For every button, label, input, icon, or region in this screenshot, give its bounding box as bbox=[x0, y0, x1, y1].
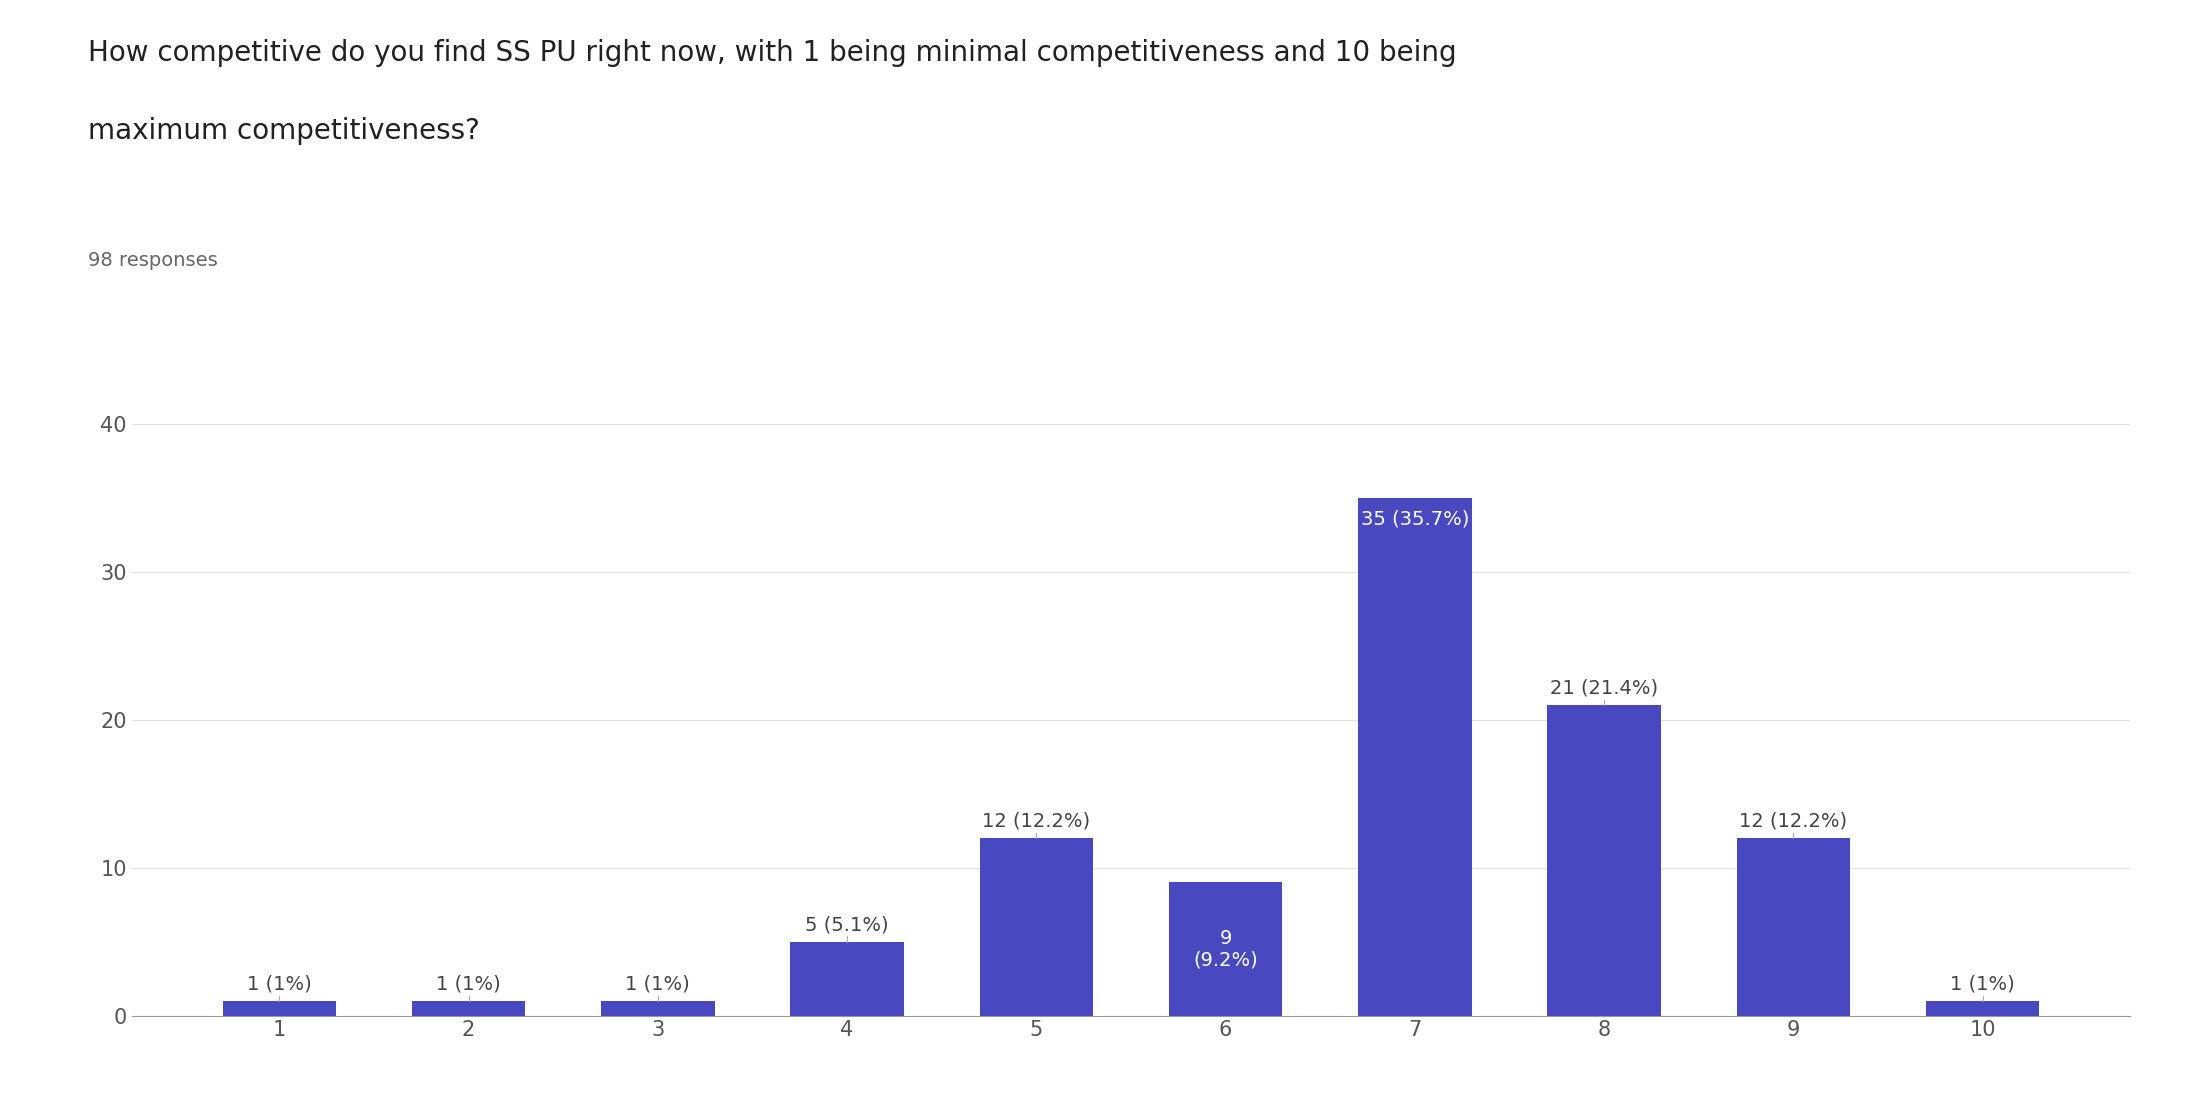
Text: 5 (5.1%): 5 (5.1%) bbox=[806, 915, 889, 934]
Text: 98 responses: 98 responses bbox=[88, 251, 217, 270]
Text: 12 (12.2%): 12 (12.2%) bbox=[982, 811, 1091, 830]
Bar bbox=[1357, 498, 1471, 1016]
Bar bbox=[1737, 838, 1849, 1016]
Bar bbox=[602, 1001, 714, 1016]
Text: 9
(9.2%): 9 (9.2%) bbox=[1192, 929, 1258, 970]
Bar bbox=[1168, 883, 1282, 1016]
Bar bbox=[1926, 1001, 2040, 1016]
Text: How competitive do you find SS PU right now, with 1 being minimal competitivenes: How competitive do you find SS PU right … bbox=[88, 39, 1456, 67]
Bar bbox=[791, 942, 905, 1016]
Text: 1 (1%): 1 (1%) bbox=[626, 974, 690, 993]
Text: 21 (21.4%): 21 (21.4%) bbox=[1550, 679, 1658, 698]
Text: maximum competitiveness?: maximum competitiveness? bbox=[88, 117, 479, 145]
Text: 12 (12.2%): 12 (12.2%) bbox=[1739, 811, 1847, 830]
Bar bbox=[979, 838, 1094, 1016]
Bar bbox=[413, 1001, 525, 1016]
Text: 1 (1%): 1 (1%) bbox=[437, 974, 501, 993]
Bar bbox=[222, 1001, 336, 1016]
Text: 35 (35.7%): 35 (35.7%) bbox=[1362, 510, 1469, 529]
Text: 1 (1%): 1 (1%) bbox=[246, 974, 312, 993]
Text: 1 (1%): 1 (1%) bbox=[1950, 974, 2016, 993]
Bar bbox=[1548, 705, 1660, 1016]
